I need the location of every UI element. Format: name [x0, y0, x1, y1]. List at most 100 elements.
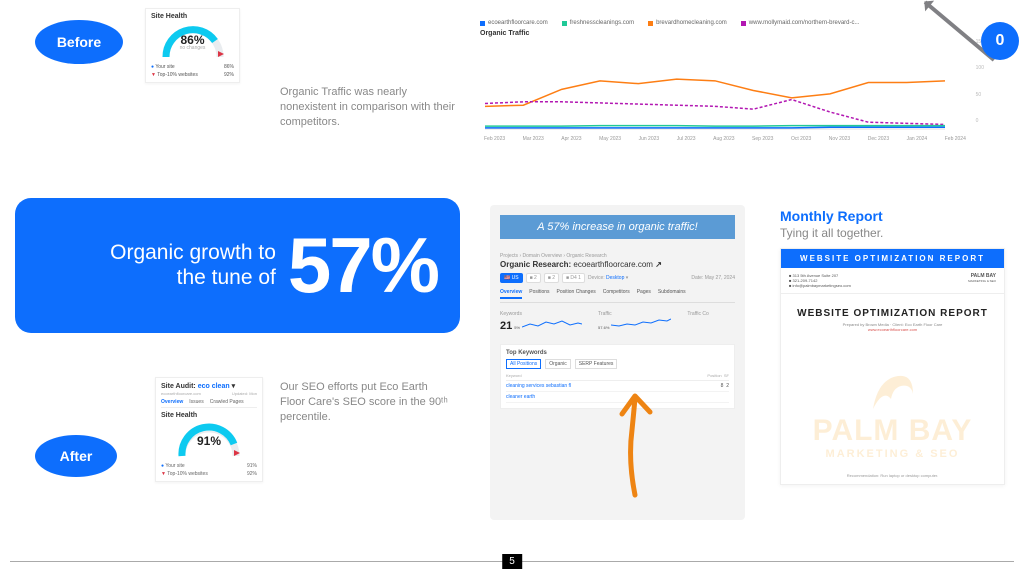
org-title-label: Organic Research: [500, 260, 571, 269]
top-kw-title: Top Keywords [506, 350, 729, 356]
dot-icon: ● [151, 64, 154, 70]
report-foot: Recommendation: Run laptop or desktop co… [781, 473, 1004, 478]
organic-traffic-chart: ecoearthfloorcare.com freshnesscleanings… [480, 20, 970, 142]
chart-title: Organic Traffic [480, 30, 970, 37]
report-link: www.ecoearthfloorcare.com [868, 327, 917, 332]
page-number: 5 [502, 554, 522, 569]
contact-line: info@palmbaymarketingseo.com [793, 283, 851, 288]
stat-traffic-cost: Traffic Co [687, 311, 708, 332]
sa-tab: Crawled Pages [210, 399, 244, 405]
report-date: Date: May 27, 2024 [691, 275, 735, 281]
legend-label: brevardhomecleaning.com [656, 20, 727, 26]
watermark-logo: PALM BAY MARKETING & SEO [781, 339, 1004, 484]
sh-row: ▼ Top-10% websites 92% [161, 471, 257, 477]
after-badge: After [35, 435, 117, 477]
kw-tab: All Positions [506, 359, 541, 369]
sh-label: Your site [165, 463, 184, 469]
headline-percent: 57% [288, 220, 438, 311]
zero-callout-badge: 0 [981, 22, 1019, 60]
sh-label: Top-10% websites [157, 72, 198, 78]
sh-label: Your site [155, 64, 174, 70]
breadcrumb: Projects › Domain Overview › Organic Res… [500, 253, 735, 259]
sh-val: 91% [247, 463, 257, 469]
org-tab: Competitors [603, 289, 630, 299]
device-val: Desktop [606, 275, 624, 281]
x-axis-labels: Feb 2023Mar 2023Apr 2023May 2023Jun 2023… [480, 136, 970, 142]
report-small-logo: PALM BAY MARKETING & SEO [968, 273, 996, 288]
report-body: WEBSITE OPTIMIZATION REPORT Prepared by … [781, 294, 1004, 484]
sa-tabs: Overview Issues Crawled Pages [161, 399, 257, 408]
after-description: Our SEO efforts put Eco Earth Floor Care… [280, 380, 455, 425]
stat-val: 21 [500, 320, 512, 332]
sh-row: ● Your site 91% [161, 463, 257, 469]
sh-label: Top-10% websites [167, 471, 208, 477]
kw-hdr-cell: Keyword [506, 373, 522, 378]
kw-tab: SERP Features [575, 359, 618, 369]
pill-val: D4 1 [570, 275, 581, 281]
chart-plot: 150 100 50 0 [480, 39, 970, 134]
monthly-sub: Tying it all together. [780, 226, 1005, 240]
sa-tab: Issues [189, 399, 203, 405]
monthly-title: Monthly Report [780, 208, 1005, 224]
site-audit-header: Site Audit: eco clean ▾ [161, 382, 257, 390]
legend-label: ecoearthfloorcare.com [488, 20, 548, 26]
site-health-title: Site Health [161, 412, 257, 419]
legend-label: www.mollymaid.com/northern-brevard-c... [749, 20, 860, 26]
org-domain: ecoearthfloorcare.com [573, 260, 653, 269]
kw-hdr-cell: SF [724, 373, 729, 378]
before-badge: Before [35, 20, 123, 64]
gauge-after: 91% [161, 421, 257, 461]
kw-tabs: All Positions Organic SERP Features [506, 359, 729, 369]
kw-tab: Organic [545, 359, 571, 369]
report-card: WEBSITE OPTIMIZATION REPORT ■ 313 5th Av… [780, 248, 1005, 485]
sa-domain: ecoearthfloorcare.com [161, 391, 201, 396]
db-pill: 🇺🇸 US [500, 273, 523, 283]
triangle-icon: ▼ [161, 471, 166, 477]
dot-icon: ● [161, 463, 164, 469]
report-body-sub: Prepared by Brown Media · Client: Eco Ea… [791, 322, 994, 332]
arrow-icon [610, 390, 660, 500]
y-label: 100 [976, 65, 984, 71]
site-audit-card: Site Audit: eco clean ▾ ecoearthfloorcar… [155, 377, 263, 482]
sa-project-link: eco clean [198, 383, 230, 390]
sh-sub-before: no changes [180, 45, 206, 51]
stat-val: 57.6% [598, 325, 609, 330]
stat-label: Traffic Co [687, 311, 708, 317]
wave-icon [863, 364, 923, 414]
org-pills: 🇺🇸 US ■ 2 ■ 2 ■ D4 1 Device: Desktop ▾ D… [500, 273, 735, 283]
headline-line: Organic growth to [110, 241, 276, 264]
legend-label: freshnesscleanings.com [570, 20, 634, 26]
before-description: Organic Traffic was nearly nonexistent i… [280, 85, 455, 130]
legend-swatch-icon [480, 21, 485, 26]
org-tab: Subdomains [658, 289, 686, 299]
stat-trend: 5% [514, 325, 520, 330]
org-tab: Overview [500, 289, 522, 299]
site-health-before-card: Site Health 86% no changes ● Your site 8… [145, 8, 240, 83]
kw-header: Keyword Position SF [506, 373, 729, 381]
sh-val: 86% [224, 64, 234, 70]
sh-val: 92% [247, 471, 257, 477]
kw-cell: cleaning services sebastian fl [506, 383, 571, 389]
sh-row: ● Your site 86% [151, 64, 234, 70]
kw-cell: 2 [726, 383, 729, 389]
pill-val: 2 [552, 275, 555, 281]
monthly-report-section: Monthly Report Tying it all together. WE… [780, 208, 1005, 485]
site-health-title: Site Health [151, 13, 234, 20]
report-body-title: WEBSITE OPTIMIZATION REPORT [791, 308, 994, 319]
stat-keywords: Keywords 21 5% [500, 311, 582, 332]
sa-tab: Overview [161, 399, 183, 405]
sh-row: ▼ Top-10% websites 92% [151, 72, 234, 78]
kw-cell: 8 [721, 383, 724, 389]
chart-legend: ecoearthfloorcare.com freshnesscleanings… [480, 20, 970, 26]
report-header-bar: WEBSITE OPTIMIZATION REPORT [781, 249, 1004, 268]
gauge-before: 86% no changes [151, 22, 234, 62]
headline-card: Organic growth to the tune of 57% [15, 198, 460, 333]
org-tab: Pages [637, 289, 651, 299]
org-research-title: Organic Research: ecoearthfloorcare.com … [500, 260, 735, 269]
org-tab: Positions [529, 289, 549, 299]
kw-hdr-cell: Position [707, 373, 721, 378]
stat-traffic: Traffic 57.6% [598, 311, 671, 332]
headline-text: Organic growth to the tune of [37, 241, 288, 289]
y-label: 0 [976, 118, 984, 124]
legend-swatch-icon [741, 21, 746, 26]
